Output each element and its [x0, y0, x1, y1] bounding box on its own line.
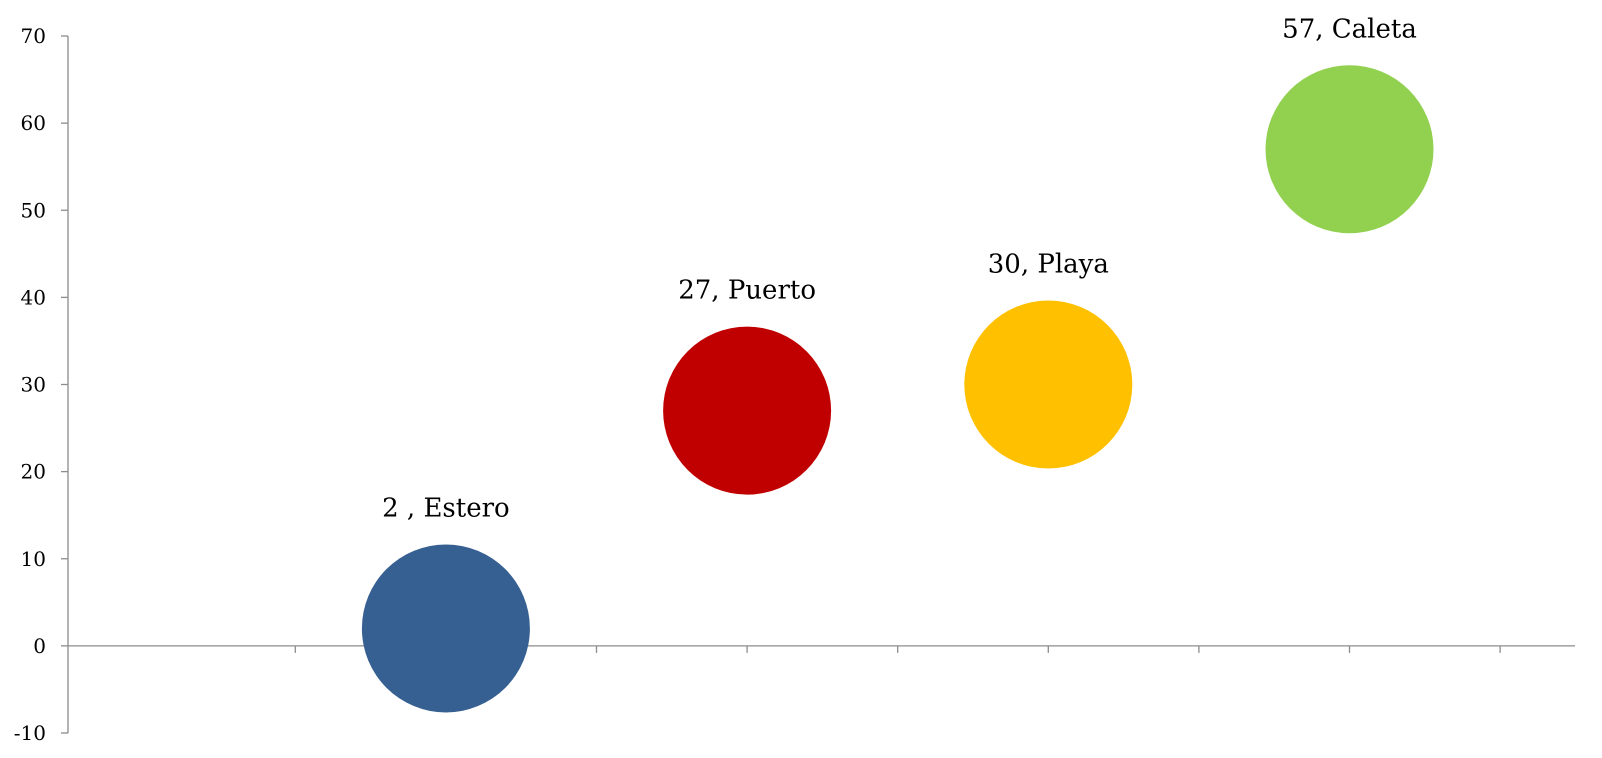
y-tick-label: 20	[21, 460, 46, 484]
axes: 70 60 50 40 30 20 10 0 -10	[14, 24, 1575, 745]
y-tick-label: 10	[21, 547, 46, 571]
y-tick-label: 70	[21, 24, 46, 48]
data-labels: 2 , Estero 27, Puerto 30, Playa 57, Caleta	[382, 14, 1417, 523]
y-tick-label: 50	[21, 198, 46, 222]
bubble	[361, 544, 530, 713]
bubble-label: 57, Caleta	[1282, 14, 1417, 44]
y-tick-label: 40	[21, 285, 46, 309]
y-tick-label: -10	[14, 721, 46, 745]
bubble-label: 30, Playa	[988, 250, 1109, 280]
bubble	[964, 300, 1133, 469]
y-tick-label: 0	[33, 634, 46, 658]
y-tick-label: 30	[21, 373, 46, 397]
bubble-label: 2 , Estero	[382, 493, 510, 523]
bubbles	[361, 65, 1434, 713]
bubble	[663, 326, 832, 495]
bubble	[1265, 65, 1434, 234]
y-tick-label: 60	[21, 111, 46, 135]
bubble-label: 27, Puerto	[678, 276, 816, 306]
